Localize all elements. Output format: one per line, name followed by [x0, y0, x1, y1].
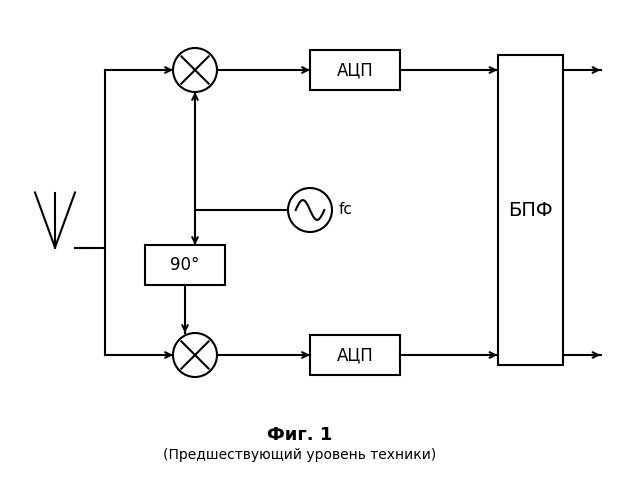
Bar — [145, 245, 225, 285]
Text: АЦП: АЦП — [337, 346, 373, 364]
Bar — [497, 55, 563, 365]
Circle shape — [173, 48, 217, 92]
Text: Фиг. 1: Фиг. 1 — [267, 426, 333, 444]
Bar — [310, 50, 400, 90]
Text: 90°: 90° — [171, 256, 200, 274]
Text: АЦП: АЦП — [337, 61, 373, 79]
Text: fc: fc — [339, 202, 353, 218]
Text: (Предшествующий уровень техники): (Предшествующий уровень техники) — [163, 448, 437, 462]
Text: БПФ: БПФ — [508, 200, 553, 220]
Circle shape — [288, 188, 332, 232]
Bar — [310, 335, 400, 375]
Circle shape — [173, 333, 217, 377]
